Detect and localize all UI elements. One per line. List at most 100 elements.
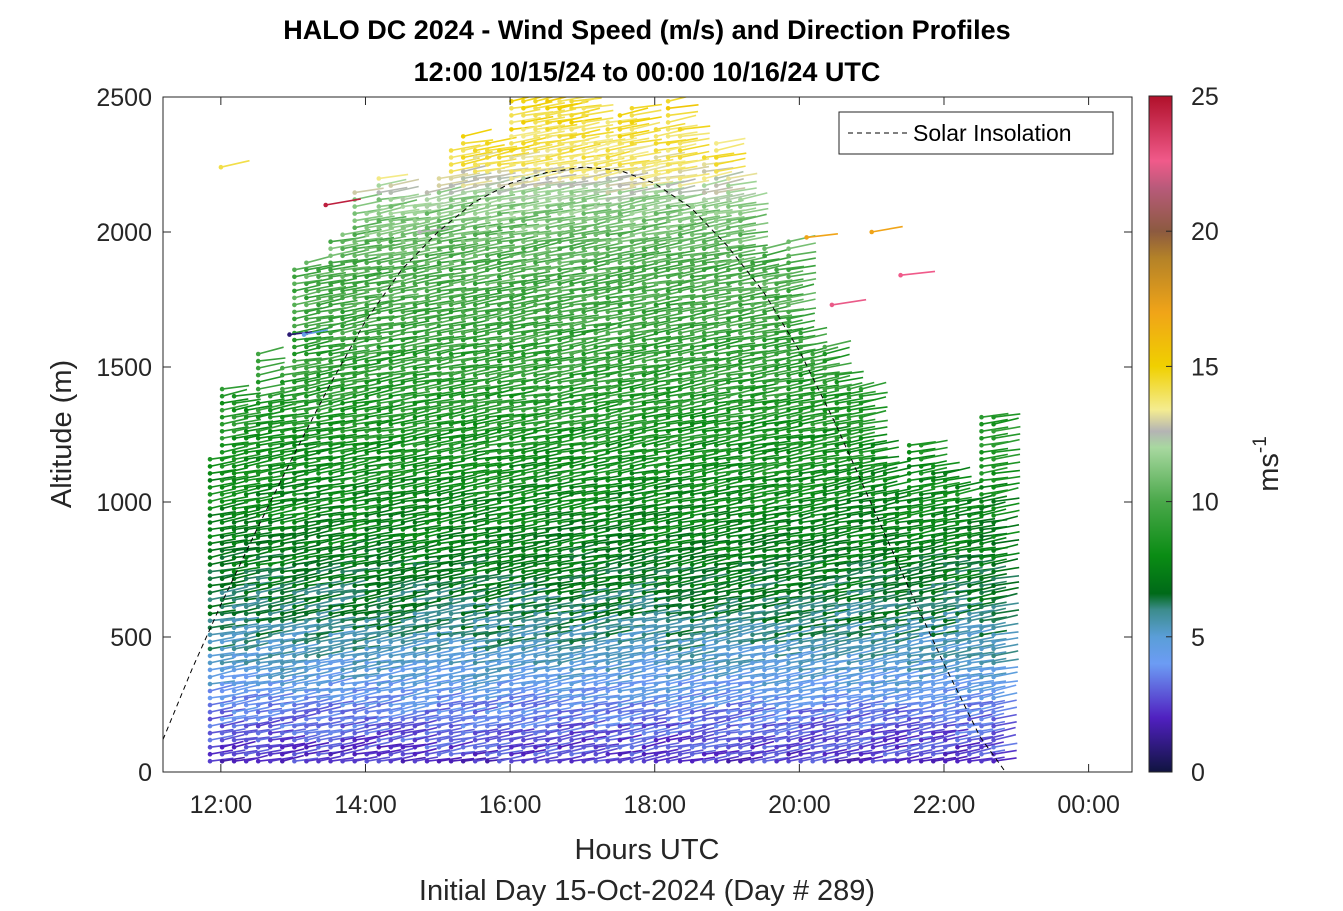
wind-barb xyxy=(294,460,321,468)
wind-barb-point xyxy=(485,429,490,434)
wind-barb-point xyxy=(557,358,562,364)
wind-barb-point xyxy=(497,379,502,385)
wind-barb-point xyxy=(412,281,418,287)
wind-barb-point xyxy=(557,309,562,315)
wind-barb xyxy=(402,263,430,271)
wind-barb-point xyxy=(364,541,370,546)
wind-barb-point xyxy=(340,632,345,638)
wind-barb-point xyxy=(304,414,309,420)
wind-barb-point xyxy=(509,569,514,574)
wind-barb-point xyxy=(448,681,454,687)
wind-barb-point xyxy=(388,548,394,553)
wind-barb-point xyxy=(352,436,358,441)
wind-barb-point xyxy=(569,625,574,631)
wind-barb xyxy=(221,432,249,440)
wind-barb-point xyxy=(412,604,418,610)
wind-barb-point xyxy=(292,337,297,343)
wind-barb-point xyxy=(472,709,478,715)
wind-barb-point xyxy=(388,590,394,595)
wind-barb-point xyxy=(460,660,466,666)
wind-barb-point xyxy=(509,513,514,518)
wind-barb xyxy=(390,705,414,713)
wind-barb-point xyxy=(400,204,406,209)
wind-barb-point xyxy=(485,506,490,511)
wind-barb-point xyxy=(436,316,442,322)
wind-barb-point xyxy=(460,646,466,652)
wind-barb-point xyxy=(557,667,562,673)
wind-barb-point xyxy=(388,569,394,574)
wind-barb-point xyxy=(509,485,514,490)
wind-barb-point xyxy=(340,618,345,624)
wind-barb xyxy=(294,643,319,650)
wind-barb-point xyxy=(545,99,550,104)
wind-barb-point xyxy=(219,386,225,392)
wind-barb xyxy=(390,628,416,636)
wind-barb-point xyxy=(243,569,249,574)
wind-barb-point xyxy=(424,351,430,357)
wind-barb xyxy=(318,636,344,643)
wind-barb-point xyxy=(304,674,309,680)
wind-barb xyxy=(294,467,320,475)
wind-barb-point xyxy=(521,583,526,588)
wind-barb-point xyxy=(388,386,394,392)
wind-barb-point xyxy=(533,723,538,729)
wind-barb-point xyxy=(569,660,574,666)
wind-barb-point xyxy=(292,716,297,722)
wind-barb xyxy=(246,502,273,510)
wind-barb-point xyxy=(352,316,358,322)
wind-barb-point xyxy=(545,302,550,308)
wind-barb-point xyxy=(497,471,502,476)
wind-barb-point xyxy=(340,421,345,427)
wind-barb-point xyxy=(521,716,526,722)
wind-barb-point xyxy=(460,218,466,223)
wind-barb xyxy=(390,515,417,524)
wind-barb xyxy=(318,297,345,306)
wind-barb-point xyxy=(497,386,502,392)
wind-barb-point xyxy=(472,407,478,413)
wind-barb-point xyxy=(424,386,430,392)
wind-barb-point xyxy=(328,239,333,244)
wind-barb-point xyxy=(485,232,490,237)
wind-barb-point xyxy=(231,744,237,750)
wind-barb-point xyxy=(497,232,502,237)
wind-barb xyxy=(378,748,402,755)
wind-barb-point xyxy=(316,695,321,701)
wind-barb-point xyxy=(400,562,406,567)
wind-barb-point xyxy=(219,751,225,757)
wind-barb xyxy=(354,410,382,418)
wind-barb-point xyxy=(521,681,526,687)
wind-barb xyxy=(258,474,285,482)
wind-barb-point xyxy=(424,688,430,694)
wind-barb xyxy=(330,425,357,433)
wind-barb-point xyxy=(340,681,345,687)
wind-barb xyxy=(390,222,420,229)
wind-barb xyxy=(318,353,345,362)
wind-barb xyxy=(390,545,417,552)
wind-barb xyxy=(306,388,332,397)
wind-barb-point xyxy=(533,302,538,308)
wind-barb-point xyxy=(231,562,237,567)
wind-barb-point xyxy=(376,471,382,476)
wind-barb-point xyxy=(545,443,550,448)
wind-barb-point xyxy=(304,443,309,448)
wind-barb xyxy=(378,699,402,706)
wind-barb xyxy=(294,649,319,657)
wind-barb xyxy=(233,601,259,608)
wind-barb-point xyxy=(364,281,370,287)
wind-barb-point xyxy=(460,351,466,357)
wind-barb xyxy=(294,585,319,594)
wind-barb xyxy=(282,362,310,369)
wind-barb-point xyxy=(424,246,430,251)
wind-barb-point xyxy=(400,485,406,490)
wind-barb-point xyxy=(569,464,574,469)
wind-barb xyxy=(330,291,358,299)
wind-barb xyxy=(378,494,404,503)
wind-barb-point xyxy=(545,232,550,237)
wind-barb-point xyxy=(340,695,345,701)
wind-barb-point xyxy=(328,386,333,392)
wind-barb-point xyxy=(376,681,382,687)
wind-barb-point xyxy=(328,281,333,287)
wind-barb-point xyxy=(316,611,321,617)
wind-barb-point xyxy=(569,611,574,617)
wind-barb-point xyxy=(472,548,478,553)
